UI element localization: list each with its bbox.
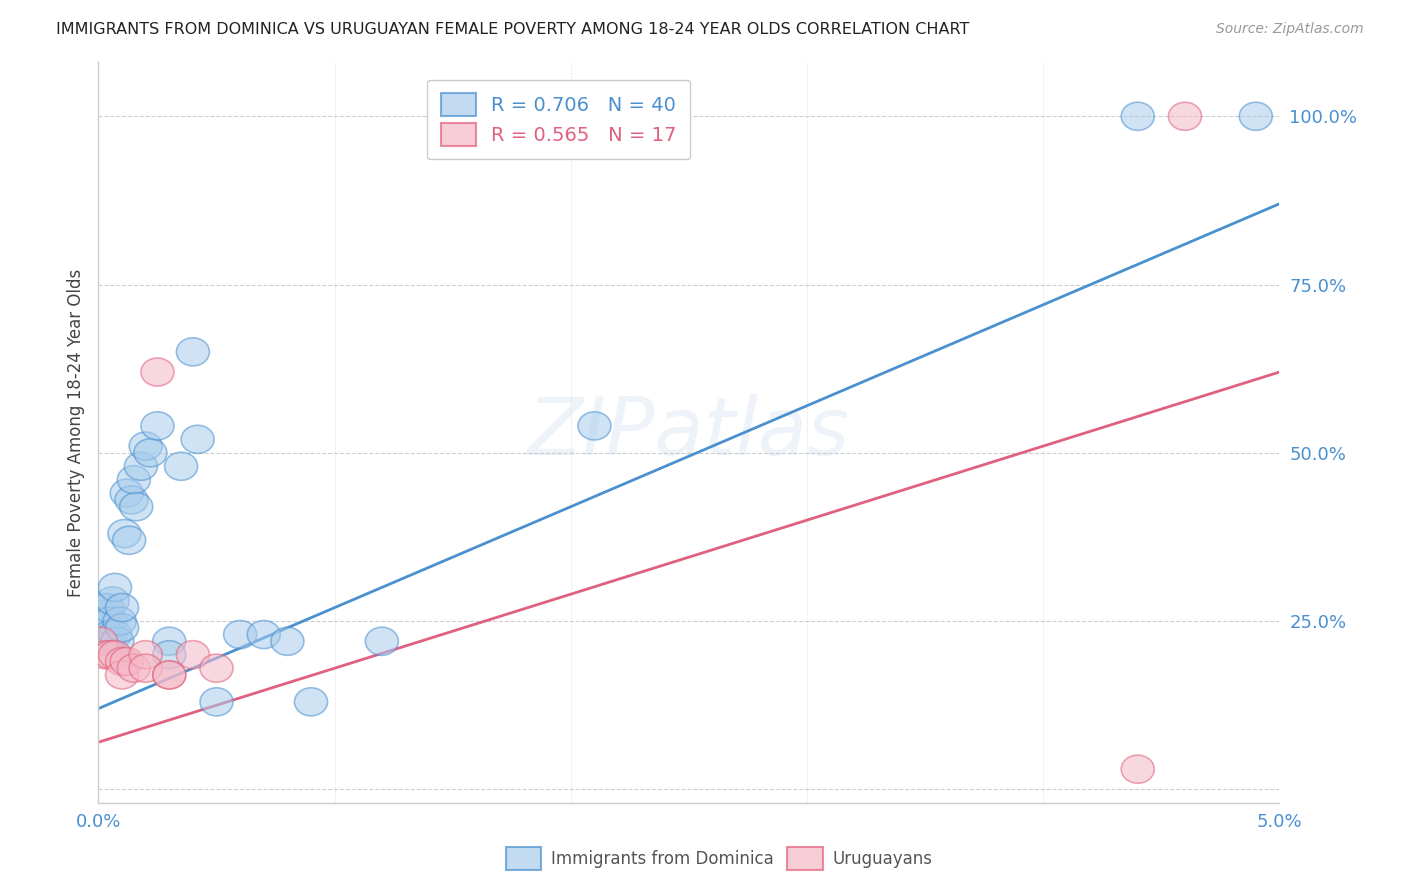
Ellipse shape — [120, 492, 153, 521]
Ellipse shape — [271, 627, 304, 656]
Ellipse shape — [129, 640, 162, 669]
Ellipse shape — [224, 621, 257, 648]
Ellipse shape — [141, 412, 174, 440]
Ellipse shape — [94, 621, 127, 648]
Ellipse shape — [117, 654, 150, 682]
Ellipse shape — [134, 439, 167, 467]
Ellipse shape — [89, 593, 122, 622]
Text: Uruguayans: Uruguayans — [832, 850, 932, 868]
Ellipse shape — [124, 452, 157, 480]
Ellipse shape — [98, 574, 132, 601]
Ellipse shape — [247, 621, 280, 648]
Ellipse shape — [87, 627, 120, 656]
Ellipse shape — [101, 627, 134, 656]
Text: Source: ZipAtlas.com: Source: ZipAtlas.com — [1216, 22, 1364, 37]
Ellipse shape — [89, 607, 122, 635]
Ellipse shape — [105, 593, 139, 622]
Ellipse shape — [112, 526, 146, 554]
Ellipse shape — [578, 412, 612, 440]
Y-axis label: Female Poverty Among 18-24 Year Olds: Female Poverty Among 18-24 Year Olds — [66, 268, 84, 597]
Ellipse shape — [96, 587, 129, 615]
Ellipse shape — [153, 640, 186, 669]
Ellipse shape — [366, 627, 398, 656]
Ellipse shape — [84, 627, 117, 656]
Ellipse shape — [141, 358, 174, 386]
Ellipse shape — [105, 648, 139, 675]
Ellipse shape — [153, 661, 186, 689]
Ellipse shape — [105, 614, 139, 642]
Ellipse shape — [110, 648, 143, 675]
Ellipse shape — [181, 425, 214, 453]
Ellipse shape — [200, 688, 233, 716]
Ellipse shape — [98, 640, 132, 669]
Legend: R = 0.706   N = 40, R = 0.565   N = 17: R = 0.706 N = 40, R = 0.565 N = 17 — [427, 79, 690, 160]
Ellipse shape — [110, 479, 143, 508]
Ellipse shape — [94, 607, 127, 635]
Ellipse shape — [129, 654, 162, 682]
Ellipse shape — [200, 654, 233, 682]
Ellipse shape — [108, 519, 141, 548]
Ellipse shape — [1168, 103, 1202, 130]
Ellipse shape — [91, 627, 124, 656]
Ellipse shape — [84, 600, 117, 628]
Ellipse shape — [115, 486, 148, 514]
Ellipse shape — [98, 621, 132, 648]
Ellipse shape — [176, 640, 209, 669]
Ellipse shape — [294, 688, 328, 716]
Ellipse shape — [91, 593, 124, 622]
Text: ZIPatlas: ZIPatlas — [527, 393, 851, 472]
Ellipse shape — [153, 661, 186, 689]
Ellipse shape — [105, 661, 139, 689]
Ellipse shape — [89, 640, 122, 669]
Ellipse shape — [1239, 103, 1272, 130]
Text: IMMIGRANTS FROM DOMINICA VS URUGUAYAN FEMALE POVERTY AMONG 18-24 YEAR OLDS CORRE: IMMIGRANTS FROM DOMINICA VS URUGUAYAN FE… — [56, 22, 970, 37]
Ellipse shape — [117, 466, 150, 494]
Ellipse shape — [129, 432, 162, 460]
Ellipse shape — [94, 640, 127, 669]
Ellipse shape — [1121, 103, 1154, 130]
Ellipse shape — [176, 338, 209, 366]
Ellipse shape — [87, 614, 120, 642]
Text: Immigrants from Dominica: Immigrants from Dominica — [551, 850, 773, 868]
Ellipse shape — [165, 452, 198, 480]
Ellipse shape — [153, 627, 186, 656]
Ellipse shape — [103, 607, 136, 635]
Ellipse shape — [1121, 756, 1154, 783]
